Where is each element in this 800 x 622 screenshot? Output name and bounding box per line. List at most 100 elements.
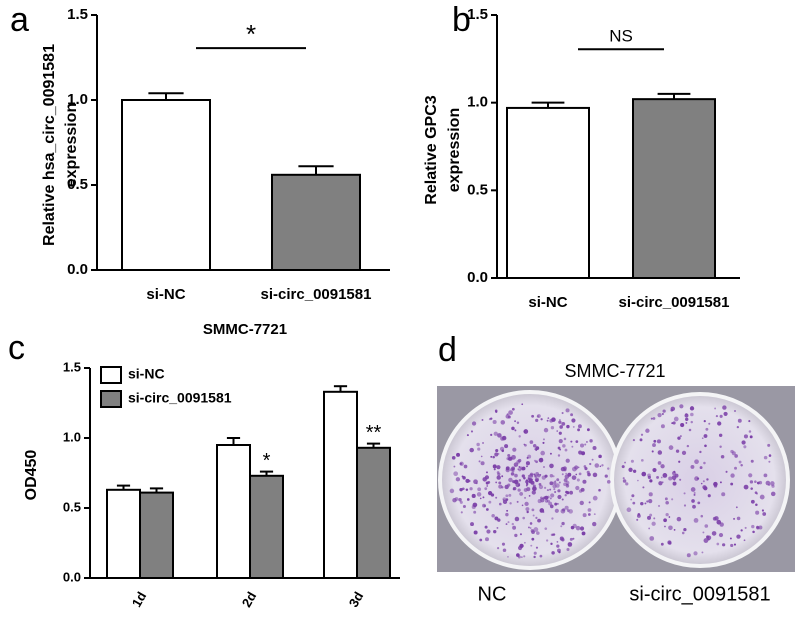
x-tick-label: si-NC [146,286,185,303]
colony [466,434,469,437]
colony [668,476,673,481]
colony [553,488,556,491]
bar [271,173,361,271]
colony [468,479,471,483]
photo-caption: NC [478,583,507,605]
colony [734,454,738,458]
colony [707,494,711,498]
colony [693,551,698,556]
colony [533,551,537,555]
colony [662,473,668,478]
colony [733,543,737,546]
colony [540,498,545,503]
colony [648,527,651,530]
colony [526,510,529,514]
colony [510,472,515,476]
colony [517,488,521,492]
colony [525,507,530,512]
colony [487,491,493,496]
colony [549,488,552,491]
colony [701,551,704,554]
colony [636,518,639,521]
colony [539,554,543,558]
panel-label: c [8,329,25,367]
colony [592,446,597,451]
colony [516,421,520,425]
colony [690,420,693,424]
colony [519,492,524,496]
colony [535,418,539,422]
colony [505,466,510,471]
colony [505,494,509,498]
colony [504,444,509,449]
colony [507,453,511,458]
colony [524,501,529,507]
colony [508,477,513,483]
colony [701,437,704,440]
colony [493,431,498,436]
colony [694,476,699,481]
colony [484,487,488,491]
colony [465,488,469,491]
colony [703,461,706,465]
colony [550,493,555,498]
colony [529,527,532,529]
colony [653,517,656,520]
colony [479,538,483,542]
colony [488,500,492,504]
legend-swatch [100,366,122,384]
colony [535,460,538,464]
colony [601,464,604,467]
colony [581,531,586,536]
colony [546,489,549,492]
colony [521,504,524,507]
colony [703,434,708,438]
colony [562,444,566,448]
colony [592,472,598,478]
colony [535,546,539,549]
colony [565,490,568,494]
colony [534,477,540,482]
x-tick-label: si-circ_0091581 [619,294,730,311]
colony [544,499,549,503]
colony [702,480,705,483]
colony [588,501,591,504]
colony [529,522,533,525]
colony [485,508,489,511]
colony [587,513,591,516]
colony [644,502,647,505]
colony [598,488,601,492]
colony [522,516,526,520]
colony [718,532,724,538]
bar [249,474,284,579]
colony [484,525,488,529]
colony [740,464,743,467]
colony [459,462,463,465]
colony [704,524,709,528]
colony [558,481,561,484]
colony [683,492,686,495]
colony [704,444,707,448]
colony [686,553,691,558]
colony [495,449,499,453]
colony [550,542,553,546]
colony [624,461,626,464]
colony [567,542,573,547]
colony [459,500,463,504]
colony [485,471,488,474]
colony [761,509,765,512]
colony [564,448,568,452]
colony [572,537,575,540]
colony [525,484,528,487]
colony [683,504,687,507]
y-axis-label: OD450 [23,450,40,501]
colony [579,443,585,448]
colony [486,485,489,487]
colony [469,487,473,491]
colony [476,492,482,497]
colony [708,422,711,425]
colony [751,524,755,529]
colony [556,430,559,432]
colony [564,494,567,497]
colony [462,504,466,509]
